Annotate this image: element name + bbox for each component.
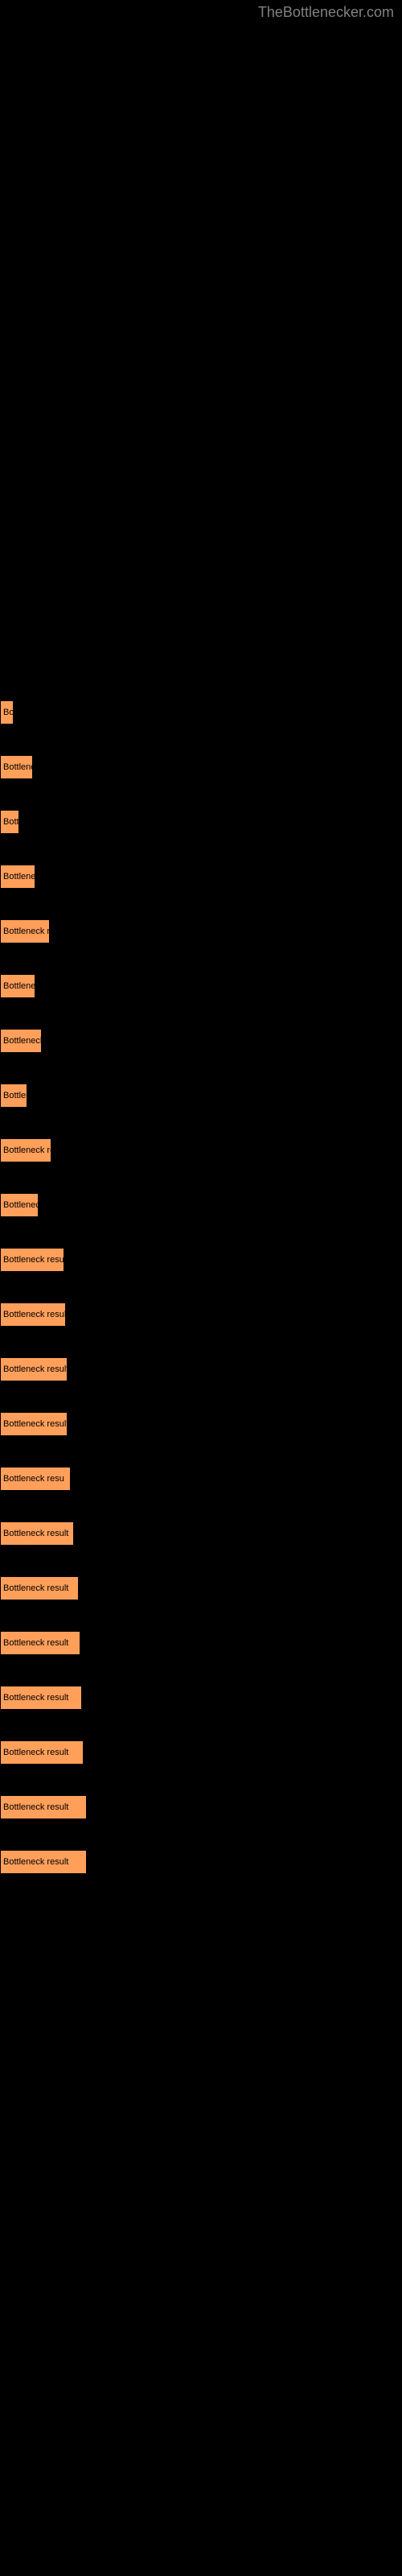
bar-row: Bottlene: [0, 755, 402, 779]
bar-row: Bottleneck result: [0, 1795, 402, 1819]
bar: Bottleneck result: [0, 1357, 68, 1381]
bar: Bottleneck result: [0, 1850, 87, 1874]
bar-row: Bottleneck result: [0, 1248, 402, 1272]
bar-row: Bottleneck result: [0, 1412, 402, 1436]
bar: Bottleneck result: [0, 1686, 82, 1710]
bar: Bottleneck result: [0, 1576, 79, 1600]
bar: Bottleneck result: [0, 1521, 74, 1546]
bar-row: Bottleneck re: [0, 919, 402, 943]
bar: Bottleneck result: [0, 1302, 66, 1327]
bar-row: Bottlenec: [0, 974, 402, 998]
bar-row: Bott: [0, 810, 402, 834]
bar-label: Bottlenec: [3, 981, 35, 991]
bar-label: Bottlene: [3, 762, 33, 772]
bar-label: Bottleneck: [3, 1036, 42, 1046]
bar: Bottleneck result: [0, 1631, 80, 1655]
bar: Bottlenec: [0, 974, 35, 998]
bar-row: Bottlenec: [0, 865, 402, 889]
bar-label: Bottleneck re: [3, 927, 50, 936]
bar-row: Bottleneck result: [0, 1302, 402, 1327]
bar-label: Bottleneck result: [3, 1419, 68, 1429]
bar-label: Bottleneck resu: [3, 1474, 64, 1484]
bar: Bottleneck: [0, 1029, 42, 1053]
bar-label: Bottleneck result: [3, 1364, 68, 1374]
bar-label: Bottleneck result: [3, 1638, 68, 1648]
bar-label: Bottleneck result: [3, 1802, 68, 1812]
bar-label: Bo: [3, 708, 14, 717]
bar-label: Bottleneck result: [3, 1529, 68, 1538]
bar-label: Bottlen: [3, 1091, 27, 1100]
bar-row: Bottleneck result: [0, 1357, 402, 1381]
bar-row: Bottleneck result: [0, 1576, 402, 1600]
bar: Bottlene: [0, 755, 33, 779]
bar-label: Bottleneck result: [3, 1310, 66, 1319]
bar-row: Bottleneck result: [0, 1740, 402, 1765]
bar-row: Bottleneck resu: [0, 1467, 402, 1491]
bar-label: Bottleneck result: [3, 1255, 64, 1265]
bar: Bo: [0, 700, 14, 724]
bar-row: Bottleneck result: [0, 1686, 402, 1710]
bar-row: Bottleneck result: [0, 1521, 402, 1546]
bar-row: Bottlen: [0, 1084, 402, 1108]
bar: Bottleneck re: [0, 919, 50, 943]
bar-label: Bottleneck result: [3, 1693, 68, 1703]
bar-row: Bottleneck result: [0, 1631, 402, 1655]
bar-row: Bottleneck re: [0, 1138, 402, 1162]
bar-label: Bott: [3, 817, 19, 827]
bar: Bott: [0, 810, 19, 834]
bar: Bottlenec: [0, 865, 35, 889]
bar-row: Bottlenec: [0, 1193, 402, 1217]
bar-label: Bottlenec: [3, 872, 35, 881]
bar-row: Bottleneck result: [0, 1850, 402, 1874]
bar-row: Bottleneck: [0, 1029, 402, 1053]
bar-label: Bottleneck result: [3, 1857, 68, 1867]
bar: Bottleneck result: [0, 1248, 64, 1272]
bar-label: Bottleneck result: [3, 1748, 68, 1757]
bar-row: Bo: [0, 700, 402, 724]
bar-chart: Bo Bottlene Bott Bottlenec Bottleneck re…: [0, 0, 402, 1874]
bar-label: Bottleneck re: [3, 1146, 51, 1155]
bar: Bottleneck result: [0, 1412, 68, 1436]
bar: Bottleneck re: [0, 1138, 51, 1162]
bar: Bottlen: [0, 1084, 27, 1108]
bar-label: Bottlenec: [3, 1200, 39, 1210]
bar: Bottleneck resu: [0, 1467, 71, 1491]
bar: Bottlenec: [0, 1193, 39, 1217]
bar: Bottleneck result: [0, 1740, 84, 1765]
watermark: TheBottlenecker.com: [258, 4, 394, 21]
bar: Bottleneck result: [0, 1795, 87, 1819]
bar-label: Bottleneck result: [3, 1583, 68, 1593]
